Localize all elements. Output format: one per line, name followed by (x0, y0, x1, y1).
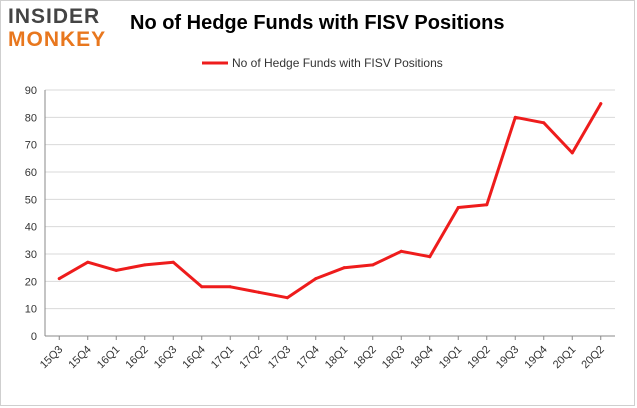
x-tick-label-15Q4: 15Q4 (66, 344, 94, 372)
chart-title: No of Hedge Funds with FISV Positions (130, 12, 505, 34)
legend-label: No of Hedge Funds with FISV Positions (232, 56, 443, 70)
x-tick-label-19Q3: 19Q3 (494, 344, 522, 372)
x-tick-label-15Q3: 15Q3 (38, 344, 66, 372)
x-tick-label-18Q1: 18Q1 (323, 344, 351, 372)
y-tick-label-80: 80 (25, 112, 37, 124)
y-tick-label-10: 10 (25, 304, 37, 316)
x-tick-label-18Q4: 18Q4 (408, 344, 436, 372)
data-point-18Q1 (342, 266, 346, 270)
data-point-18Q4 (428, 255, 432, 259)
x-tick-label-19Q1: 19Q1 (437, 344, 465, 372)
data-point-20Q1 (570, 151, 574, 155)
data-point-15Q4 (86, 260, 90, 264)
x-tick-label-18Q3: 18Q3 (380, 344, 408, 372)
x-tick-label-19Q4: 19Q4 (522, 344, 550, 372)
data-point-19Q2 (485, 203, 489, 207)
x-tick-label-17Q2: 17Q2 (237, 344, 265, 372)
data-point-19Q4 (542, 121, 546, 125)
y-tick-label-40: 40 (25, 222, 37, 234)
x-tick-label-16Q4: 16Q4 (180, 344, 208, 372)
y-tick-label-0: 0 (31, 331, 37, 343)
y-tick-label-70: 70 (25, 140, 37, 152)
x-tick-label-17Q3: 17Q3 (266, 344, 294, 372)
data-point-16Q1 (114, 268, 118, 272)
data-point-15Q3 (57, 277, 61, 281)
y-tick-label-50: 50 (25, 194, 37, 206)
logo-line-1: INSIDER (8, 5, 101, 28)
logo-line-2: MONKEY (8, 28, 107, 51)
x-tick-label-16Q3: 16Q3 (152, 344, 180, 372)
x-tick-label-16Q2: 16Q2 (123, 344, 151, 372)
data-point-16Q3 (171, 260, 175, 264)
data-point-17Q1 (228, 285, 232, 289)
y-tick-label-90: 90 (25, 85, 37, 97)
series-line-fisv (57, 102, 603, 300)
x-tick-label-16Q1: 16Q1 (95, 344, 123, 372)
y-tick-label-60: 60 (25, 167, 37, 179)
x-tick-label-20Q2: 20Q2 (579, 344, 607, 372)
x-tick-label-18Q2: 18Q2 (351, 344, 379, 372)
data-point-17Q4 (314, 277, 318, 281)
data-point-20Q2 (599, 102, 603, 106)
data-point-16Q4 (200, 285, 204, 289)
x-tick-label-20Q1: 20Q1 (551, 344, 579, 372)
data-point-18Q3 (399, 249, 403, 253)
y-tick-label-30: 30 (25, 249, 37, 261)
data-point-16Q2 (143, 263, 147, 267)
x-tick-label-19Q2: 19Q2 (465, 344, 493, 372)
data-point-17Q3 (285, 296, 289, 300)
data-point-19Q1 (456, 206, 460, 210)
x-tick-label-17Q4: 17Q4 (294, 344, 322, 372)
data-point-19Q3 (513, 115, 517, 119)
data-point-18Q2 (371, 263, 375, 267)
data-point-17Q2 (257, 290, 261, 294)
x-tick-label-17Q1: 17Q1 (209, 344, 237, 372)
insider-monkey-logo: INSIDER MONKEY (8, 6, 120, 52)
y-tick-label-20: 20 (25, 276, 37, 288)
